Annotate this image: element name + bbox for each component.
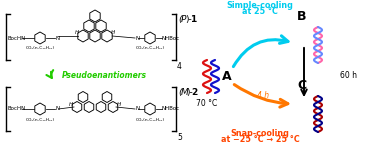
FancyArrowPatch shape [301, 48, 307, 95]
Text: at 25 °C: at 25 °C [242, 7, 278, 17]
FancyArrowPatch shape [233, 36, 288, 67]
Text: Pseudoenantiomers: Pseudoenantiomers [62, 71, 147, 80]
Text: N: N [56, 35, 60, 41]
Text: )-: )- [186, 88, 193, 97]
Text: N: N [56, 106, 60, 112]
Text: H: H [69, 101, 73, 106]
Text: C: C [297, 79, 307, 92]
Text: 70 °C: 70 °C [197, 99, 218, 108]
Text: 60 h: 60 h [340, 71, 357, 80]
Text: NHBoc: NHBoc [162, 106, 180, 112]
Text: H: H [117, 101, 121, 106]
Text: CO₂(n-C₁₀H₂₁): CO₂(n-C₁₀H₂₁) [135, 118, 164, 122]
Text: N: N [135, 35, 139, 41]
Text: 5: 5 [177, 133, 182, 142]
Text: CO₂(n-C₁₀H₂₁): CO₂(n-C₁₀H₂₁) [135, 46, 164, 50]
Text: B: B [297, 10, 307, 23]
Text: at −25 °C → 25 °C: at −25 °C → 25 °C [221, 136, 299, 144]
Text: A: A [222, 71, 232, 84]
Text: NHBoc: NHBoc [162, 35, 180, 41]
Text: CO₂(n-C₁₀H₂₁): CO₂(n-C₁₀H₂₁) [25, 46, 54, 50]
Text: M: M [181, 88, 189, 97]
Text: H: H [75, 30, 79, 34]
Text: (: ( [178, 15, 181, 24]
Text: 4: 4 [177, 62, 182, 71]
FancyArrowPatch shape [234, 85, 288, 107]
Text: BocHN: BocHN [7, 35, 25, 41]
Text: 2: 2 [191, 88, 197, 97]
Text: Snap-cooling: Snap-cooling [231, 129, 290, 138]
Text: Simple-cooling: Simple-cooling [226, 0, 293, 9]
Text: H: H [111, 30, 115, 34]
Text: 4 h: 4 h [257, 91, 269, 101]
Text: N: N [135, 106, 139, 112]
Text: P: P [181, 15, 186, 24]
Text: (: ( [178, 88, 181, 97]
Text: BocHN: BocHN [7, 106, 25, 112]
FancyArrowPatch shape [46, 70, 53, 78]
Text: )-: )- [185, 15, 192, 24]
Text: CO₂(n-C₁₀H₂₁): CO₂(n-C₁₀H₂₁) [25, 118, 54, 122]
Text: 1: 1 [190, 15, 196, 24]
